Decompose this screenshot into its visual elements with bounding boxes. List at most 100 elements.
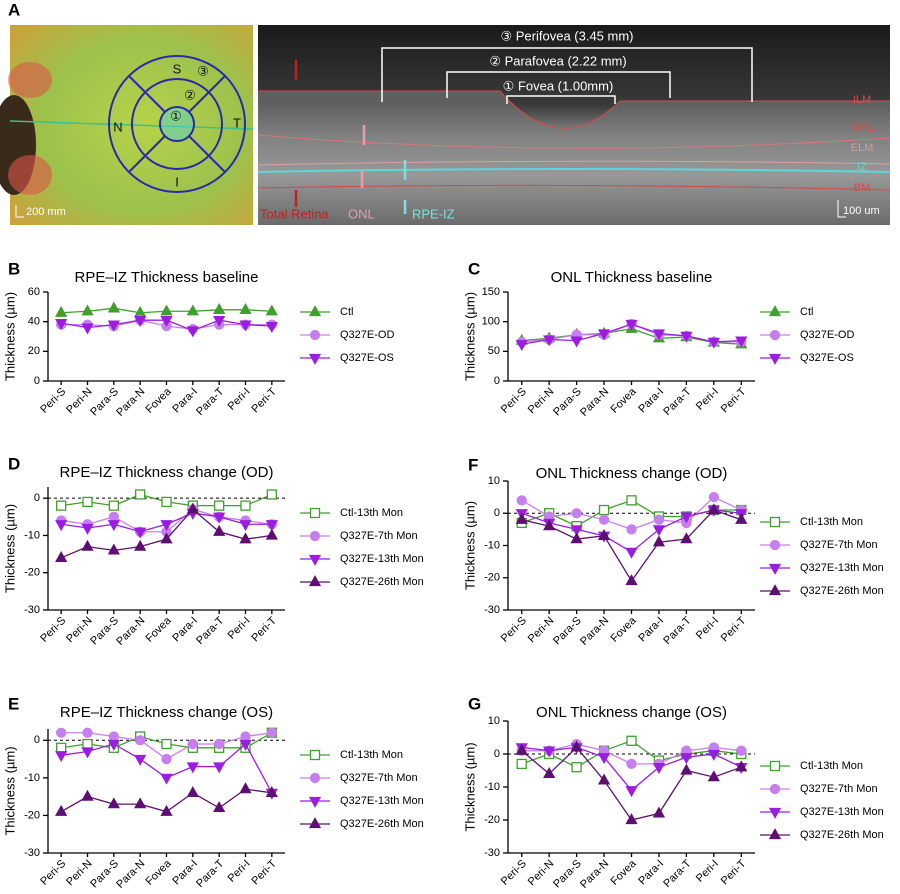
y-tick-label: -10 [24, 529, 40, 541]
x-tick-label: Peri-T [249, 857, 279, 887]
point [240, 500, 251, 511]
y-tick-label: -30 [484, 604, 500, 616]
point [239, 302, 252, 314]
legend-marker [308, 353, 322, 365]
point [516, 495, 527, 506]
point [186, 326, 199, 338]
chart: D RPE–IZ Thickness change (OD) Thickness (… [2, 454, 423, 647]
point [570, 740, 583, 752]
point [160, 520, 173, 532]
point [82, 727, 93, 738]
legend-marker [309, 749, 321, 761]
point [516, 758, 527, 770]
point [135, 489, 146, 500]
point [239, 320, 252, 332]
legend-marker [769, 539, 781, 551]
x-tick-label: Para-N [578, 858, 611, 891]
point [597, 329, 611, 341]
point [161, 738, 172, 750]
y-tick-label: 0 [34, 734, 40, 746]
panel-letter: D [8, 454, 20, 473]
point [625, 813, 638, 825]
y-tick-label: 100 [482, 316, 500, 328]
point [626, 735, 637, 746]
panel-letter: A [8, 0, 20, 19]
legend-marker [768, 563, 782, 575]
point [160, 804, 173, 816]
point [571, 762, 582, 773]
point [135, 735, 146, 746]
oct-image: ③ Perifovea (3.45 mm) ② Parafovea (2.22 … [257, 25, 891, 225]
chart: B RPE–IZ Thickness baseline Thickness (µm)… [2, 259, 394, 418]
point [107, 739, 120, 751]
x-tick-label: Peri-S [499, 386, 529, 416]
y-axis-label: Thickness (µm) [2, 292, 17, 381]
point [515, 743, 528, 755]
point [652, 806, 666, 818]
legend-label: Q327E-26th Mon [800, 829, 884, 841]
x-tick-label: Peri-S [38, 386, 68, 416]
point [81, 304, 94, 316]
layer-label: ILM [853, 94, 871, 106]
legend-marker [768, 305, 782, 317]
point [652, 525, 666, 537]
x-tick-label: Para-T [661, 614, 693, 646]
point [81, 789, 94, 801]
x-tick-label: Peri-S [38, 858, 68, 888]
sector-label: T [233, 115, 241, 130]
chart-title: ONL Thickness change (OD) [536, 465, 728, 482]
series-line [61, 743, 273, 794]
legend-label: Ctl-13th Mon [800, 516, 863, 528]
x-tick-label: Para-N [114, 615, 147, 648]
x-tick-label: Peri-S [499, 858, 529, 888]
sector-label: N [113, 119, 122, 134]
point [108, 500, 119, 511]
legend-label: Q327E-26th Mon [340, 818, 424, 830]
x-tick-label: Fovea [609, 857, 640, 888]
point [265, 528, 278, 540]
point [570, 532, 583, 544]
x-tick-label: Fovea [144, 857, 175, 888]
legend-marker [309, 530, 321, 542]
point [55, 550, 68, 562]
legend-label: Q327E-OS [340, 352, 394, 364]
y-tick-label: 20 [28, 345, 40, 357]
legend-marker [768, 807, 782, 819]
point [625, 319, 638, 331]
legend-label: Q327E-26th Mon [340, 576, 424, 588]
point [680, 763, 693, 775]
point [625, 786, 638, 798]
point [707, 503, 720, 515]
y-tick-label: 0 [494, 748, 500, 760]
series-line [521, 746, 742, 821]
point [186, 304, 199, 316]
point [265, 304, 278, 316]
x-tick-label: Peri-T [719, 614, 749, 644]
y-tick-label: -10 [484, 539, 500, 551]
point [543, 519, 556, 531]
chart-title: ONL Thickness change (OS) [536, 704, 727, 721]
point [55, 804, 68, 816]
point [160, 773, 173, 785]
x-tick-label: Para-T [661, 857, 693, 889]
point [239, 520, 252, 532]
legend-label: Ctl [800, 306, 813, 318]
point [160, 304, 173, 316]
arrow-label: ONL [348, 206, 375, 221]
legend-label: Ctl [340, 306, 353, 318]
point [55, 319, 68, 330]
panel-letter: B [8, 259, 20, 278]
y-tick-label: -20 [484, 814, 500, 826]
point [707, 770, 720, 782]
legend-marker [769, 516, 781, 528]
arrow-label: Total Retina [260, 206, 329, 221]
point [239, 739, 252, 751]
point [160, 316, 173, 328]
scale-label: 200 mm [26, 206, 66, 218]
point [81, 539, 94, 551]
point [626, 524, 637, 535]
legend-label: Q327E-OS [800, 352, 854, 364]
legend-label: Ctl-13th Mon [340, 749, 403, 761]
legend-label: Q327E-13th Mon [340, 553, 424, 565]
